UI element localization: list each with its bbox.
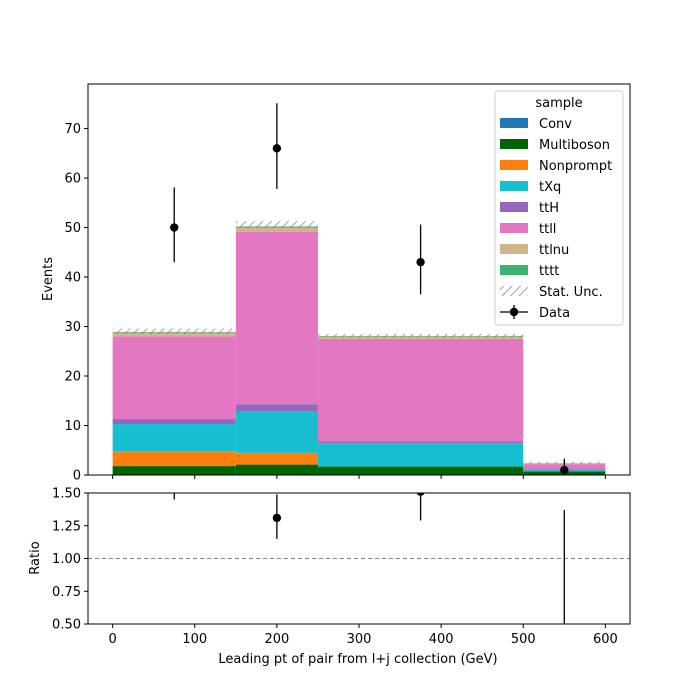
- legend-swatch-data-marker: [509, 307, 519, 317]
- legend-items: Conv Multiboson Nonprompt tXq ttH ttll ttlnu tt…: [500, 117, 612, 321]
- stat-unc-band-bin-0: [112, 328, 236, 334]
- bar-ttlnu-bin-0: [112, 332, 236, 337]
- x-tick-label: 0: [108, 632, 116, 647]
- legend-label-txq: tXq: [539, 180, 561, 195]
- ratio-points: [173, 493, 568, 645]
- x-tick-label: 200: [264, 632, 289, 647]
- bar-tth-bin-0: [112, 419, 236, 425]
- bar-tth-bin-1: [235, 404, 318, 412]
- main-y-tick-label: 20: [64, 370, 81, 385]
- bar-tth-bin-2: [317, 441, 524, 444]
- ratio-point-1: [272, 513, 282, 523]
- main-y-axis-ticks: 0 10 20 30 40 50 60 70: [64, 122, 88, 484]
- legend-swatch-tttt: [500, 265, 528, 275]
- ratio-x-axis-ticks: 0 100 200 300 400 500 600: [108, 624, 618, 647]
- x-tick-label: 400: [429, 632, 454, 647]
- bar-ttll-bin-1: [235, 231, 318, 405]
- x-axis-label: Leading pt of pair from l+j collection (…: [218, 652, 497, 667]
- legend-swatch-stat-unc: [500, 286, 528, 296]
- ratio-y-tick-label: 0.50: [52, 618, 81, 633]
- bar-txq-bin-0: [112, 424, 236, 452]
- main-x-axis-ticks: [112, 475, 606, 479]
- legend-label-data: Data: [539, 306, 570, 321]
- ratio-plot-frame: [87, 492, 631, 625]
- main-y-axis-label: Events: [41, 257, 56, 301]
- x-tick-label: 500: [511, 632, 536, 647]
- legend-swatch-multiboson: [500, 139, 528, 149]
- legend: sample Conv Multiboson Nonprompt tXq ttH ttll…: [494, 90, 624, 326]
- bar-ttlnu-bin-1: [235, 227, 318, 232]
- stat-unc-band-bin-1: [235, 221, 318, 229]
- bar-ttll-bin-0: [112, 336, 236, 420]
- main-y-tick-label: 50: [64, 221, 81, 236]
- legend-swatch-tth: [500, 202, 528, 212]
- ratio-y-tick-label: 1.25: [52, 519, 81, 534]
- data-point-3: [560, 465, 569, 475]
- bar-txq-bin-2: [317, 443, 524, 467]
- legend-swatch-txq: [500, 181, 528, 191]
- legend-swatch-ttll: [500, 223, 528, 233]
- legend-label-tth: ttH: [539, 201, 559, 216]
- legend-label-nonprompt: Nonprompt: [539, 159, 612, 174]
- main-y-tick-label: 10: [64, 419, 81, 434]
- data-points: [170, 103, 569, 475]
- legend-label-ttlnu: ttlnu: [539, 243, 569, 258]
- bar-multiboson-bin-1: [235, 464, 318, 475]
- main-y-tick-label: 30: [64, 320, 81, 335]
- main-y-tick-label: 0: [73, 469, 81, 484]
- bar-nonprompt-bin-0: [112, 451, 236, 467]
- ratio-y-tick-label: 1.00: [52, 552, 81, 567]
- x-tick-label: 600: [593, 632, 618, 647]
- ratio-point-2: [416, 493, 425, 496]
- bar-ttll-bin-2: [317, 338, 524, 442]
- legend-label-conv: Conv: [539, 117, 572, 132]
- ratio-y-tick-label: 0.75: [52, 585, 81, 600]
- bar-nonprompt-bin-1: [235, 452, 318, 465]
- legend-swatch-ttlnu: [500, 244, 528, 254]
- ratio-y-tick-label: 1.50: [52, 487, 81, 502]
- bar-multiboson-bin-0: [112, 466, 236, 475]
- ratio-panel: 0.50 0.75 1.00 1.25 1.50 0 100 200 300 400 500 600…: [28, 487, 631, 667]
- main-panel: 0 10 20 30 40 50 60 70 Events: [41, 83, 631, 484]
- legend-label-stat-unc: Stat. Unc.: [539, 285, 603, 300]
- x-tick-label: 300: [347, 632, 372, 647]
- data-point-0: [170, 223, 179, 232]
- legend-title: sample: [535, 96, 582, 111]
- ratio-y-axis-label: Ratio: [28, 541, 43, 574]
- data-point-1: [272, 144, 282, 153]
- ratio-point-3: [560, 637, 568, 645]
- legend-label-ttll: ttll: [539, 222, 556, 237]
- main-y-tick-label: 60: [64, 172, 81, 187]
- ratio-y-axis-ticks: 0.50 0.75 1.00 1.25 1.50: [52, 487, 88, 633]
- x-tick-label: 100: [182, 632, 207, 647]
- legend-label-multiboson: Multiboson: [539, 138, 610, 153]
- legend-label-tttt: tttt: [539, 264, 559, 279]
- bar-multiboson-bin-2: [317, 466, 524, 475]
- legend-swatch-nonprompt: [500, 160, 528, 170]
- data-point-2: [416, 257, 425, 267]
- main-y-tick-label: 70: [64, 122, 81, 137]
- bar-txq-bin-1: [235, 411, 318, 453]
- legend-swatch-conv: [500, 118, 528, 128]
- stat-unc-band-bin-2: [317, 333, 524, 338]
- main-y-tick-label: 40: [64, 271, 81, 286]
